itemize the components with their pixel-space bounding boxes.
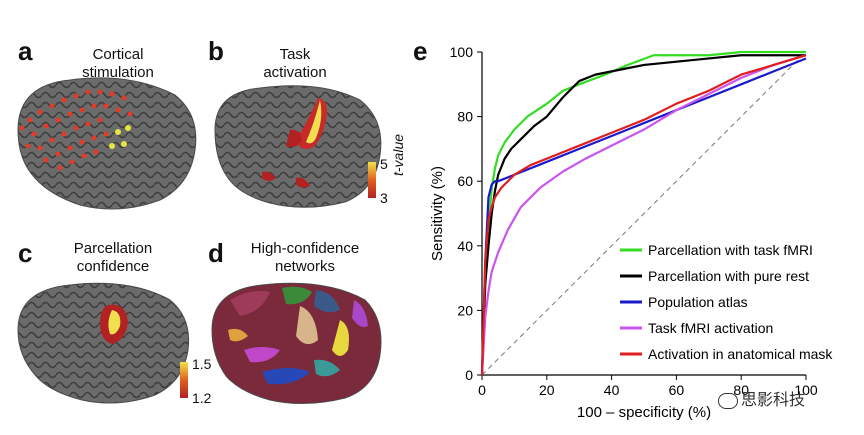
x-tick-label: 0 xyxy=(478,382,486,398)
y-tick-label: 40 xyxy=(457,238,473,254)
colorbar-c-max-label: 1.5 xyxy=(192,356,212,372)
panel-letter-d: d xyxy=(208,238,224,268)
legend-label-3: Population atlas xyxy=(648,294,748,310)
panel-d-title-line1: High-confidence xyxy=(250,240,360,257)
panel-b-title-line1: Task xyxy=(279,46,311,63)
panel-a-title-line1: Cortical xyxy=(92,46,144,63)
x-axis-label: 100 – specificity (%) xyxy=(577,404,711,421)
panel-b-title-line2: activation xyxy=(263,64,327,81)
x-tick-label: 100 xyxy=(794,382,818,398)
x-tick-label: 40 xyxy=(604,382,620,398)
watermark: 思影科技 xyxy=(718,386,805,410)
panel-letter-a: a xyxy=(18,36,33,66)
wechat-icon xyxy=(718,392,738,409)
panel-letter-c: c xyxy=(18,238,33,268)
legend-label-4: Task fMRI activation xyxy=(648,320,773,336)
roc-series-group xyxy=(480,50,807,376)
y-axis-label: Sensitivity (%) xyxy=(429,166,446,261)
y-tick-label: 100 xyxy=(450,44,474,60)
stimulation-dots xyxy=(19,89,133,171)
brain-a xyxy=(17,77,197,210)
colorbar-b-max-label: 5 xyxy=(380,156,388,172)
panel-d-title-line2: networks xyxy=(274,258,336,275)
brain-c xyxy=(17,282,190,404)
colorbar-b xyxy=(368,162,376,198)
legend-label-5: Activation in anatomical mask xyxy=(648,346,833,362)
panel-c-title-line1: Parcellation xyxy=(73,240,153,257)
y-tick-label: 0 xyxy=(465,367,473,383)
roc-legend: Parcellation with task fMRI Parcellation … xyxy=(620,242,833,362)
brain-illustrations xyxy=(17,77,382,405)
panel-letter-b: b xyxy=(208,36,224,66)
series-line-3 xyxy=(480,57,807,376)
panel-a-title-line2: stimulation xyxy=(82,64,154,81)
x-tick-label: 20 xyxy=(539,382,555,398)
legend-label-2: Parcellation with pure rest xyxy=(648,268,809,284)
panel-d-title: High-confidence networks xyxy=(230,240,380,276)
colorbar-c-min-label: 1.2 xyxy=(192,390,212,406)
panel-letter-e: e xyxy=(413,36,428,66)
panel-b-title: Task activation xyxy=(240,46,350,82)
panel-c-title-line2: confidence xyxy=(76,258,150,275)
y-tick-label: 60 xyxy=(457,173,473,189)
watermark-text: 思影科技 xyxy=(741,390,806,409)
colorbar-b-min-label: 3 xyxy=(380,190,388,206)
x-tick-label: 80 xyxy=(733,382,749,398)
panel-c-title: Parcellation confidence xyxy=(48,240,178,276)
brain-d xyxy=(211,282,382,405)
colorbar-b-axis-label: t-value xyxy=(390,133,406,176)
panel-a-title: Cortical stimulation xyxy=(58,46,178,82)
chance-diagonal-line xyxy=(481,51,807,376)
series-line-4 xyxy=(480,54,807,376)
x-tick-label: 60 xyxy=(669,382,685,398)
roc-axes: 0 20 40 60 80 100 0 20 40 60 80 100 xyxy=(450,44,818,398)
brain-b xyxy=(214,85,382,208)
roc-chart: 0 20 40 60 80 100 0 20 40 60 80 100 Parcellation wi… xyxy=(429,44,833,421)
colorbar-c xyxy=(180,362,188,398)
roc-diagonal xyxy=(481,51,807,376)
y-tick-label: 20 xyxy=(457,302,473,318)
y-tick-label: 80 xyxy=(457,109,473,125)
legend-label-1: Parcellation with task fMRI xyxy=(648,242,813,258)
series-line-5 xyxy=(480,54,807,376)
